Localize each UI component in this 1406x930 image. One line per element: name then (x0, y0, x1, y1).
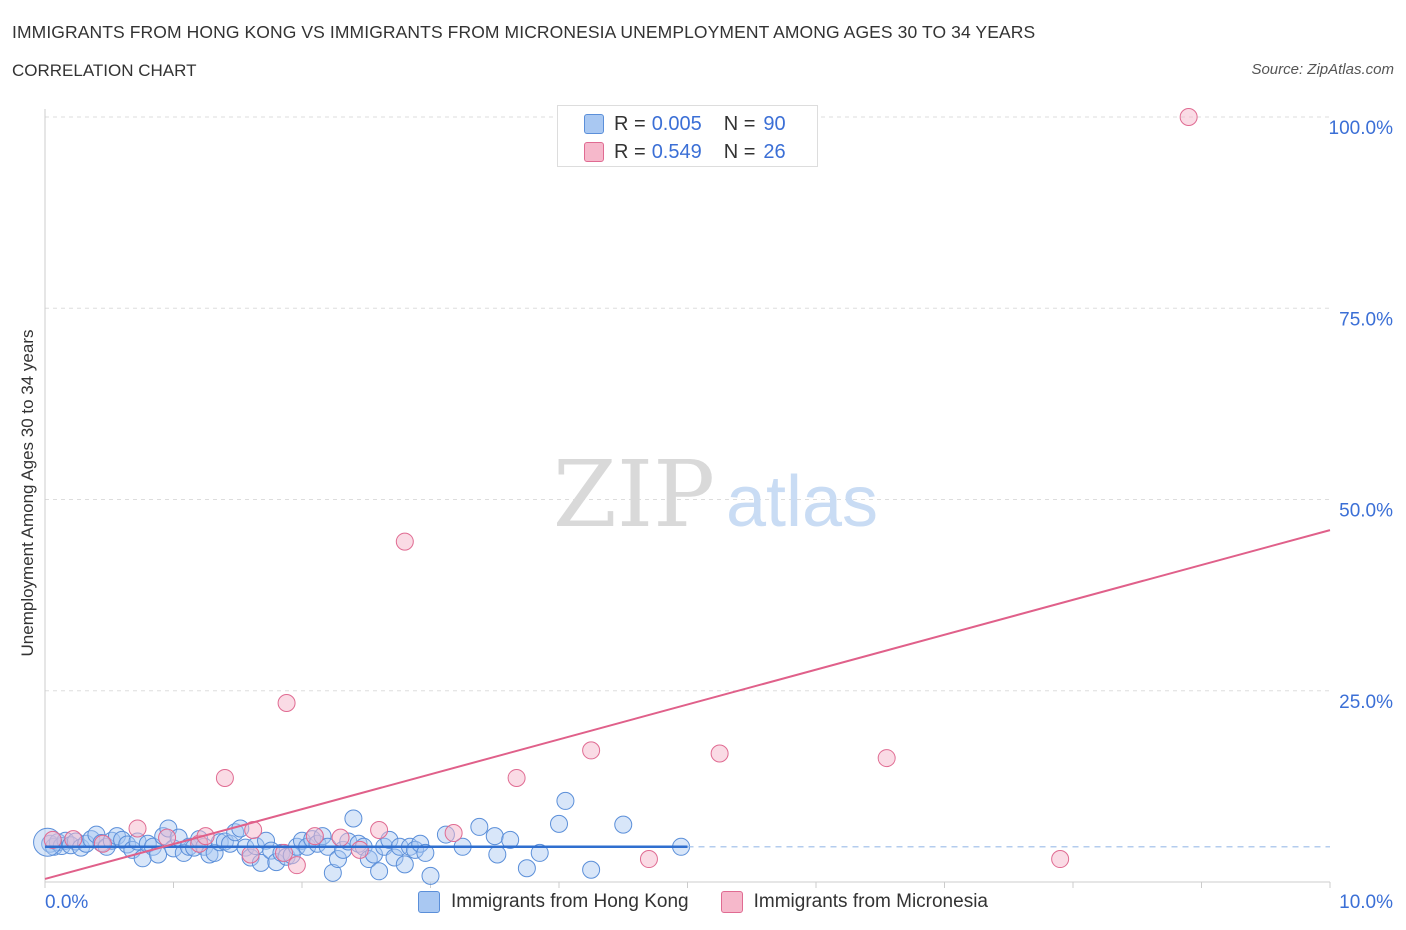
data-point-hong-kong (174, 843, 193, 862)
x-tick-label: 10.0% (1339, 892, 1393, 913)
series-hong-kong-points (33, 791, 691, 885)
data-point-micronesia (710, 744, 729, 763)
data-point-hong-kong (517, 859, 536, 878)
data-point-micronesia (64, 830, 83, 849)
legend-label: Immigrants from Hong Kong (451, 891, 689, 912)
data-point-hong-kong (530, 843, 549, 862)
axes (44, 109, 1331, 888)
legend-swatch-pink (720, 891, 743, 913)
data-point-hong-kong (257, 831, 276, 850)
y-tick-label: 25.0% (1339, 692, 1393, 713)
data-point-micronesia (93, 834, 112, 853)
data-point-micronesia (395, 532, 414, 551)
data-point-hong-kong (370, 862, 389, 881)
data-point-hong-kong (421, 866, 440, 885)
watermark-atlas: atlas (726, 462, 878, 542)
legend-swatch-blue (418, 891, 440, 913)
data-point-hong-kong (550, 814, 568, 833)
data-point-micronesia (877, 749, 896, 768)
data-point-micronesia (507, 768, 526, 787)
n-value: 26 (763, 140, 786, 163)
y-axis-title: Unemployment Among Ages 30 to 34 years (18, 329, 37, 657)
data-point-hong-kong (323, 863, 342, 882)
legend-swatch-blue (584, 114, 604, 134)
data-point-micronesia (370, 820, 389, 839)
data-point-micronesia (444, 824, 463, 843)
y-tick-labels: 25.0% 50.0% 75.0% 100.0% (1329, 118, 1394, 713)
legend-row-micronesia: R = 0.549 N = 26 (584, 140, 786, 164)
r-value: 0.005 (651, 112, 702, 135)
data-point-micronesia (128, 819, 147, 838)
data-point-hong-kong (416, 843, 435, 862)
data-point-micronesia (287, 856, 306, 875)
data-point-micronesia (275, 843, 294, 862)
r-value: 0.549 (651, 140, 702, 163)
data-point-micronesia (215, 768, 234, 787)
n-value: 90 (763, 112, 786, 135)
data-point-hong-kong (556, 791, 575, 810)
chart-title: IMMIGRANTS FROM HONG KONG VS IMMIGRANTS … (12, 22, 1036, 42)
trend-line-micronesia (44, 529, 1331, 880)
data-point-hong-kong (328, 850, 347, 869)
source-credit: Source: ZipAtlas.com (1251, 61, 1394, 78)
legend-row-hong-kong: R = 0.005 N = 90 (584, 112, 786, 136)
data-point-hong-kong (205, 843, 224, 862)
data-point-hong-kong (344, 809, 363, 828)
data-point-micronesia (350, 840, 369, 859)
series-legend: Immigrants from Hong Kong Immigrants fro… (418, 889, 1020, 915)
data-point-micronesia (331, 828, 350, 847)
trend-lines (44, 529, 1331, 880)
data-point-hong-kong (470, 817, 489, 836)
x-tick-label: 0.0% (45, 892, 88, 913)
data-point-micronesia (639, 850, 658, 869)
n-label: N = (723, 140, 756, 163)
correlation-legend: R = 0.005 N = 90 R = 0.549 N = 26 (557, 105, 818, 167)
watermark: ZIP atlas (553, 441, 878, 548)
y-tick-label: 100.0% (1329, 118, 1394, 139)
watermark-zip: ZIP (553, 441, 715, 548)
gridlines (45, 116, 1330, 692)
legend-label: Immigrants from Micronesia (753, 891, 988, 912)
data-point-micronesia (305, 827, 324, 846)
legend-item-micronesia[interactable]: Immigrants from Micronesia (720, 891, 988, 913)
n-label: N = (723, 112, 756, 135)
r-label: R = (614, 140, 646, 163)
data-point-hong-kong (485, 827, 504, 846)
data-point-hong-kong (118, 835, 137, 854)
data-point-micronesia (241, 845, 260, 864)
data-point-hong-kong (488, 845, 507, 864)
series-micronesia-points (43, 108, 1198, 875)
legend-item-hong-kong[interactable]: Immigrants from Hong Kong (418, 891, 689, 913)
data-point-hong-kong (501, 830, 520, 849)
data-point-micronesia (43, 830, 62, 849)
data-point-hong-kong (395, 855, 414, 874)
data-point-micronesia (1179, 108, 1198, 126)
data-point-hong-kong (385, 848, 404, 867)
data-point-hong-kong (614, 815, 633, 834)
y-tick-label: 75.0% (1339, 309, 1393, 330)
data-point-micronesia (1051, 850, 1070, 869)
r-label: R = (614, 112, 646, 135)
legend-swatch-pink (584, 142, 604, 162)
data-point-hong-kong (582, 860, 601, 879)
data-point-micronesia (582, 741, 601, 760)
chart-subtitle: CORRELATION CHART (12, 61, 197, 80)
y-tick-label: 50.0% (1339, 501, 1393, 522)
x-tick-labels: 0.0% 10.0% (45, 892, 1393, 913)
data-point-micronesia (277, 693, 296, 712)
